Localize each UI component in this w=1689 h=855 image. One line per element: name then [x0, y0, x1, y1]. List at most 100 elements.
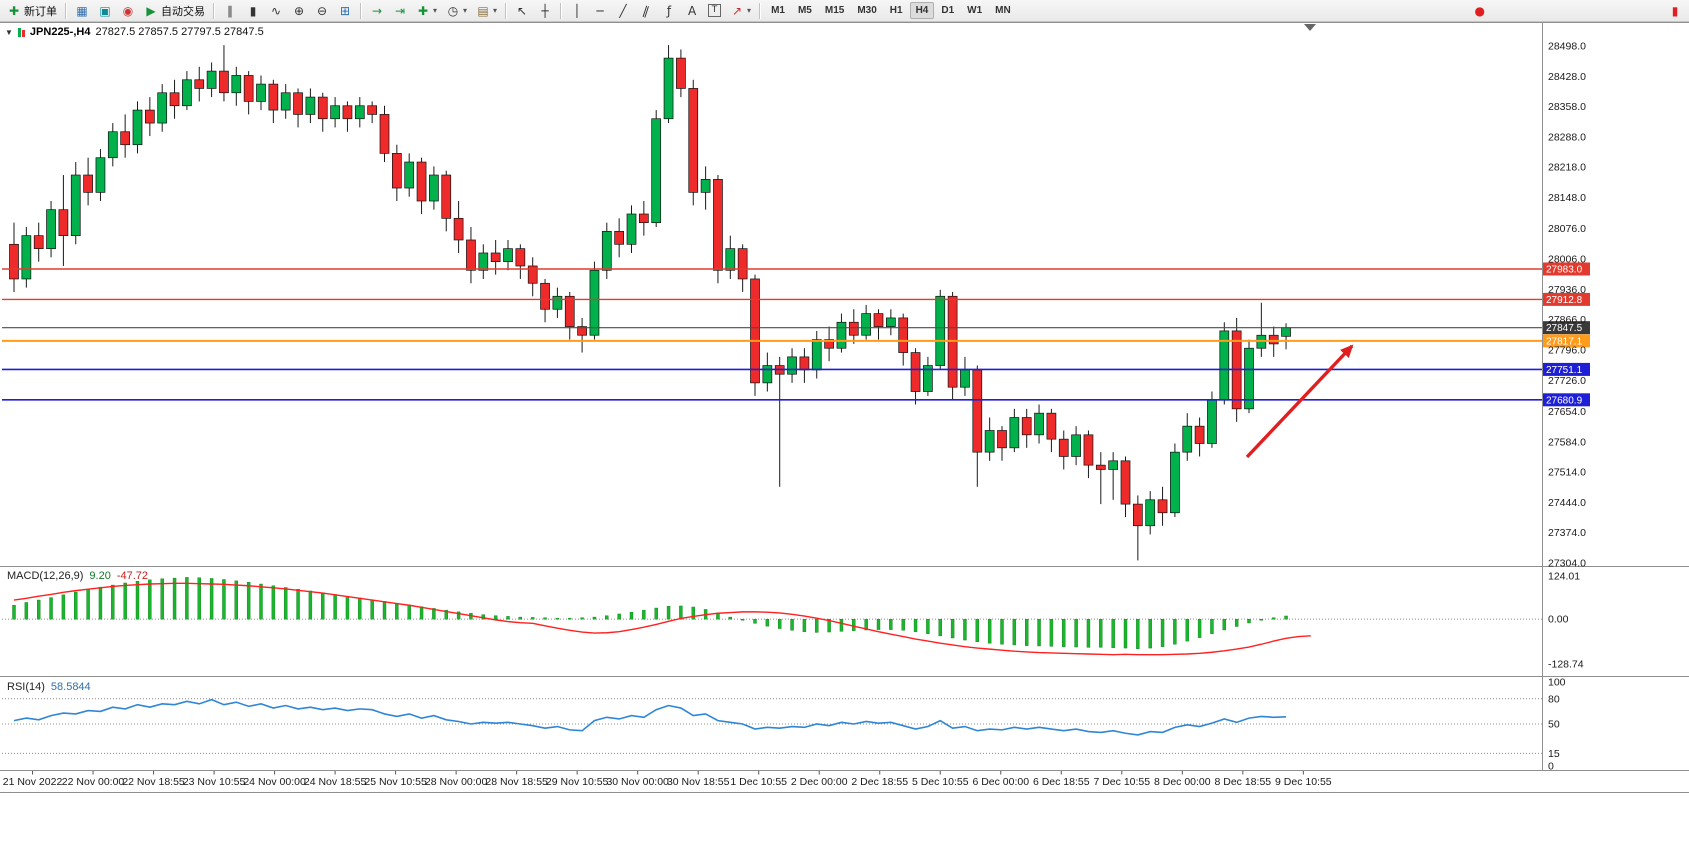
data-window-button[interactable]: ◉: [117, 1, 139, 20]
text-button[interactable]: A: [681, 1, 703, 20]
alert-button[interactable]: ●: [1469, 1, 1491, 20]
macd-main-value: 9.20: [89, 570, 111, 582]
macd-histogram-bar: [296, 589, 300, 620]
timeframe-mn-button[interactable]: MN: [989, 2, 1017, 19]
bear-candle: [194, 79, 205, 89]
macd-histogram-bar: [605, 615, 609, 620]
time-axis-label: 1 Dec 10:55: [730, 776, 787, 788]
macd-histogram-bar: [111, 584, 115, 620]
timeframe-m15-button[interactable]: M15: [819, 2, 850, 19]
cursor-button[interactable]: ↖: [511, 1, 533, 20]
macd-histogram-bar: [49, 597, 53, 620]
macd-histogram-bar: [148, 579, 152, 620]
macd-axis-label: -128.74: [1548, 659, 1584, 671]
timeframe-m5-button[interactable]: M5: [792, 2, 818, 19]
tile-windows-icon: ⊞: [339, 3, 351, 18]
time-axis-label: 5 Dec 10:55: [912, 776, 969, 788]
macd-histogram-bar: [358, 597, 362, 620]
arrows-button[interactable]: ↗ ▾: [726, 1, 755, 20]
trendline-button[interactable]: ╱: [612, 1, 634, 20]
new-order-button-label: 新订单: [24, 5, 57, 18]
chart-shift-button[interactable]: ⇥: [389, 1, 411, 20]
bear-candle: [564, 295, 575, 327]
timeframe-h1-button[interactable]: H1: [884, 2, 909, 19]
macd-histogram-bar: [1049, 618, 1054, 647]
indicators-button[interactable]: ✚ ▾: [412, 1, 441, 20]
timeframe-d1-button[interactable]: D1: [935, 2, 960, 19]
bear-candle: [342, 105, 353, 120]
chart-shift-icon: ⇥: [394, 3, 406, 18]
periods-button[interactable]: ◷ ▾: [442, 1, 471, 20]
timeframe-m1-button[interactable]: M1: [765, 2, 791, 19]
chart-shift-marker[interactable]: [1304, 24, 1316, 31]
time-axis-label: 24 Nov 18:55: [304, 776, 367, 788]
macd-histogram-bar: [617, 613, 621, 620]
new-order-button[interactable]: ✚ 新订单: [3, 1, 61, 20]
trendline-icon: ╱: [619, 3, 627, 18]
macd-label: MACD(12,26,9) 9.20 -47.72: [7, 570, 148, 582]
candlestick-chart-icon: ▮: [249, 3, 257, 18]
annotation-arrow[interactable]: [1245, 344, 1354, 459]
macd-panel: [2, 577, 1542, 656]
horizontal-line-button[interactable]: ─: [589, 1, 611, 20]
vertical-line-button[interactable]: │: [566, 1, 588, 20]
edge-marker-button[interactable]: ▮: [1664, 1, 1686, 20]
new-chart-icon: ▦: [76, 3, 88, 18]
bear-candle: [1268, 334, 1279, 345]
bull-candle: [330, 105, 340, 120]
macd-signal-line: [13, 582, 1311, 656]
bull-candle: [1071, 434, 1081, 457]
collapse-icon[interactable]: ▼: [5, 27, 13, 37]
price-axis-label: 27796.0: [1548, 344, 1586, 356]
zoom-out-button[interactable]: ⊖: [311, 1, 333, 20]
macd-histogram-bar: [246, 582, 251, 620]
macd-histogram-bar: [185, 577, 189, 620]
macd-histogram-bar: [1284, 615, 1288, 620]
zoom-in-button[interactable]: ⊕: [288, 1, 310, 20]
templates-button[interactable]: ▤ ▾: [472, 1, 501, 20]
bear-candle: [1058, 438, 1069, 457]
new-chart-button[interactable]: ▦: [71, 1, 93, 20]
price-axis-label: 28358.0: [1548, 101, 1586, 113]
line-chart-button[interactable]: ∿: [265, 1, 287, 20]
macd-histogram-bar: [1136, 618, 1140, 649]
bull-candle: [1170, 451, 1180, 514]
tile-windows-button[interactable]: ⊞: [334, 1, 356, 20]
fibonacci-button[interactable]: ƒ: [658, 1, 680, 20]
auto-scroll-button[interactable]: →: [366, 1, 388, 20]
macd-histogram-bar: [518, 616, 523, 620]
macd-histogram-bar: [419, 606, 424, 620]
crosshair-button[interactable]: ┼: [534, 1, 556, 20]
rsi-value: 58.5844: [50, 681, 91, 693]
bear-candle: [120, 131, 131, 146]
macd-histogram-bar: [382, 601, 387, 620]
zoom-in-icon: ⊕: [293, 3, 305, 18]
macd-histogram-bar: [160, 578, 164, 620]
timeframe-w1-button[interactable]: W1: [961, 2, 988, 19]
timeframe-m30-button[interactable]: M30: [851, 2, 882, 19]
rsi-axis-label: 80: [1548, 693, 1560, 705]
bull-candle: [206, 70, 217, 89]
profiles-button[interactable]: ▣: [94, 1, 116, 20]
time-axis-label: 29 Nov 10:55: [546, 776, 609, 788]
macd-histogram-bar: [1024, 618, 1029, 646]
macd-histogram-bar: [370, 599, 374, 620]
candles-chart-button[interactable]: ▮: [242, 1, 264, 20]
bear-candle: [58, 209, 69, 237]
text-label-button[interactable]: T: [704, 1, 725, 20]
bear-candle: [317, 96, 328, 120]
bars-chart-button[interactable]: ∥: [219, 1, 241, 20]
bear-candle: [1046, 412, 1057, 440]
channel-button[interactable]: ∥: [635, 1, 657, 20]
timeframe-h4-button[interactable]: H4: [909, 2, 935, 19]
bear-candle: [453, 217, 464, 241]
bull-candle: [700, 179, 711, 193]
horizontal-line-icon: ─: [596, 3, 604, 18]
autotrading-button[interactable]: ▶ 自动交易: [140, 1, 209, 20]
chart-mini-icon: [17, 27, 25, 37]
bear-candle: [750, 278, 760, 384]
equidistant-channel-icon: ∥: [641, 2, 652, 19]
new-order-icon: ✚: [8, 3, 20, 18]
macd-histogram-bar: [197, 577, 201, 620]
